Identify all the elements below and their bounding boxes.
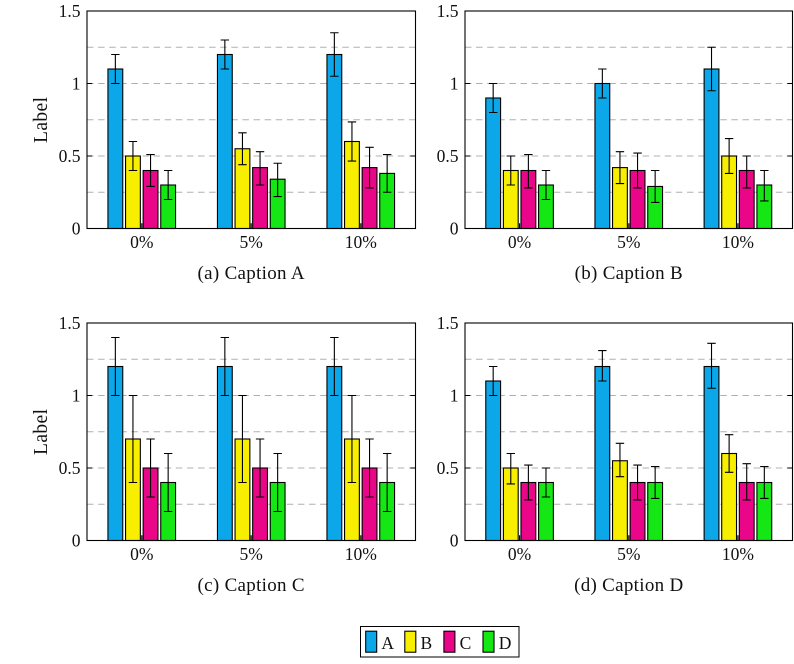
svg-text:0%: 0% bbox=[130, 232, 153, 252]
svg-text:A: A bbox=[381, 633, 394, 653]
svg-text:1: 1 bbox=[450, 74, 459, 94]
svg-text:D: D bbox=[499, 633, 512, 653]
svg-text:5%: 5% bbox=[240, 544, 263, 564]
svg-text:C: C bbox=[460, 633, 472, 653]
svg-text:1: 1 bbox=[450, 386, 459, 406]
svg-text:1: 1 bbox=[72, 386, 81, 406]
svg-text:B: B bbox=[421, 633, 433, 653]
svg-text:1.5: 1.5 bbox=[437, 313, 459, 333]
svg-text:1.5: 1.5 bbox=[59, 313, 81, 333]
svg-text:10%: 10% bbox=[345, 232, 377, 252]
svg-text:0: 0 bbox=[72, 219, 81, 239]
svg-text:0.5: 0.5 bbox=[437, 146, 459, 166]
svg-text:10%: 10% bbox=[345, 544, 377, 564]
svg-text:(d) Caption D: (d) Caption D bbox=[574, 575, 683, 596]
svg-text:0: 0 bbox=[450, 219, 459, 239]
svg-text:0: 0 bbox=[450, 531, 459, 551]
svg-text:1.5: 1.5 bbox=[437, 1, 459, 21]
svg-text:0: 0 bbox=[72, 531, 81, 551]
svg-text:(b) Caption B: (b) Caption B bbox=[575, 263, 683, 284]
svg-text:5%: 5% bbox=[240, 232, 263, 252]
svg-text:5%: 5% bbox=[617, 544, 640, 564]
svg-text:Label: Label bbox=[31, 96, 52, 143]
svg-text:(c) Caption C: (c) Caption C bbox=[198, 575, 305, 596]
svg-text:Label: Label bbox=[31, 408, 52, 455]
svg-text:1.5: 1.5 bbox=[59, 1, 81, 21]
svg-text:0.5: 0.5 bbox=[59, 146, 81, 166]
svg-text:(a) Caption A: (a) Caption A bbox=[198, 263, 305, 284]
svg-text:0.5: 0.5 bbox=[59, 458, 81, 478]
svg-text:10%: 10% bbox=[722, 544, 754, 564]
svg-text:0%: 0% bbox=[130, 544, 153, 564]
svg-text:0%: 0% bbox=[508, 544, 531, 564]
svg-text:10%: 10% bbox=[722, 232, 754, 252]
svg-text:1: 1 bbox=[72, 74, 81, 94]
svg-text:0%: 0% bbox=[508, 232, 531, 252]
svg-text:0.5: 0.5 bbox=[437, 458, 459, 478]
svg-text:5%: 5% bbox=[617, 232, 640, 252]
